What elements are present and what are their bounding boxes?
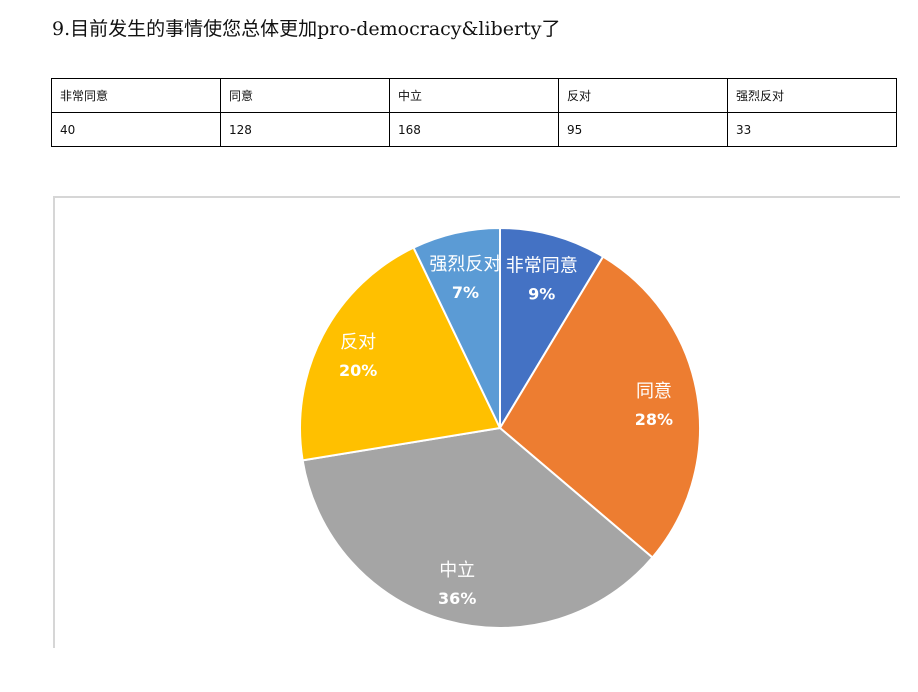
slice-percent-label: 20% [339, 361, 377, 380]
slice-percent-label: 28% [635, 410, 673, 429]
slice-label: 强烈反对 [429, 254, 501, 275]
pie-chart-frame: 非常同意 9% 同意 28% 中立 36% 反对 20% 强烈反对 7% [53, 196, 900, 648]
question-title: 9.目前发生的事情使您总体更加pro-democracy&liberty了 [52, 14, 560, 41]
table-value-row: 40 128 168 95 33 [52, 113, 897, 147]
table-header-row: 非常同意 同意 中立 反对 强烈反对 [52, 79, 897, 113]
table-header-cell: 同意 [221, 79, 390, 113]
slice-percent-label: 9% [528, 285, 555, 304]
table-header-cell: 反对 [559, 79, 728, 113]
table-header-cell: 非常同意 [52, 79, 221, 113]
slice-percent-label: 7% [452, 283, 479, 302]
table-header-cell: 强烈反对 [728, 79, 897, 113]
response-table: 非常同意 同意 中立 反对 强烈反对 40 128 168 95 33 [51, 78, 897, 147]
table-header-cell: 中立 [390, 79, 559, 113]
slice-percent-label: 36% [438, 589, 476, 608]
table-value-cell: 95 [559, 113, 728, 147]
slice-label: 中立 [439, 560, 475, 581]
slice-label: 反对 [340, 332, 376, 353]
slice-label: 同意 [636, 381, 672, 402]
table-value-cell: 128 [221, 113, 390, 147]
table-value-cell: 40 [52, 113, 221, 147]
slice-label: 非常同意 [506, 256, 578, 277]
pie-chart: 非常同意 9% 同意 28% 中立 36% 反对 20% 强烈反对 7% [55, 198, 900, 648]
table-value-cell: 33 [728, 113, 897, 147]
table-value-cell: 168 [390, 113, 559, 147]
